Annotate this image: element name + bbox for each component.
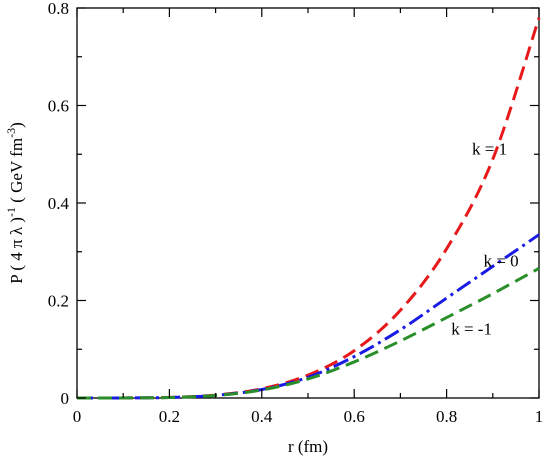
x-tick-label: 1 xyxy=(535,407,544,426)
series-annotation-2: k = -1 xyxy=(451,320,492,339)
x-tick-label: 0 xyxy=(73,407,82,426)
x-tick-label: 0.4 xyxy=(251,407,273,426)
y-axis-label: P ( 4 π λ )-1 ( GeV fm-3) xyxy=(4,122,26,284)
y-axis-label-exp1: -1 xyxy=(4,207,18,217)
y-tick-label: 0.6 xyxy=(48,97,69,116)
x-tick-label: 0.8 xyxy=(436,407,457,426)
series-annotation-1: k = 0 xyxy=(484,251,519,270)
y-axis-label-middle: ( GeV fm xyxy=(7,138,26,207)
y-axis-label-exp2: -3 xyxy=(4,128,18,138)
y-tick-label: 0.8 xyxy=(48,0,69,18)
series-line-1 xyxy=(76,233,540,400)
y-tick-label: 0.2 xyxy=(48,292,69,311)
y-tick-label: 0 xyxy=(61,389,70,408)
series-line-0 xyxy=(76,17,541,400)
x-axis-label: r (fm) xyxy=(288,437,328,456)
x-tick-label: 0.2 xyxy=(159,407,180,426)
y-tick-label: 0.4 xyxy=(48,194,70,213)
plot-frame xyxy=(76,7,540,399)
x-tick-label: 0.6 xyxy=(344,407,365,426)
series-annotation-0: k = 1 xyxy=(472,139,507,158)
plot-area: 0 0.2 0.4 0.6 0.8 100.20.40.60.8 k = 1k = 0k … xyxy=(48,0,544,426)
y-axis-label-prefix: P ( 4 π λ ) xyxy=(7,217,26,284)
series-line-2 xyxy=(76,267,540,400)
ticks-layer: 0 0.2 0.4 0.6 0.8 1 0 0.2 0.4 0.6 0.8 xyxy=(48,0,544,426)
y-axis-label-suffix: ) xyxy=(7,122,26,128)
series-layer xyxy=(76,17,541,400)
annotations: k = 1 k = 0 k = -1 xyxy=(451,139,518,338)
